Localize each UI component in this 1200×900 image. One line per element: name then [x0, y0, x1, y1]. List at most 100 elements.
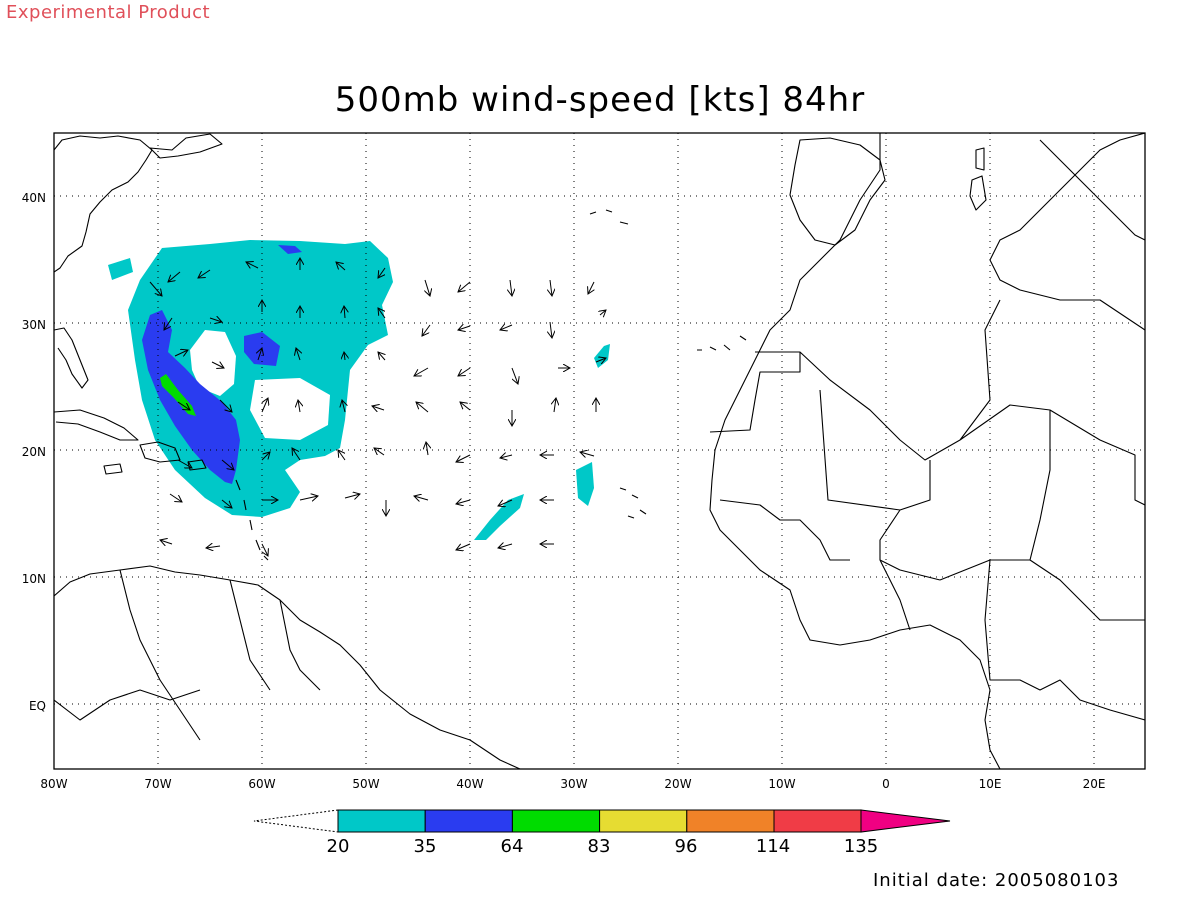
wind-vector-arrow	[246, 262, 259, 268]
wind-vector-arrow	[510, 279, 512, 296]
wind-vector-arrow	[342, 400, 345, 413]
wind-vector-arrow	[374, 448, 385, 456]
blue-35kt-small-north	[278, 245, 302, 254]
cuba-coast	[54, 409, 139, 441]
hispaniola-coast	[139, 441, 181, 463]
colorbar-right-arrow	[860, 809, 951, 833]
wind-vector-arrow	[425, 279, 430, 296]
colorbar-left-arrow	[253, 809, 339, 833]
nova-scotia-coast	[149, 133, 223, 159]
south-america-coast	[54, 565, 521, 769]
cape-verde-islands	[619, 487, 647, 519]
plot-frame	[53, 132, 1146, 770]
wind-vector-arrow	[209, 318, 222, 322]
axis-tick-labels: 80W 70W 60W 50W 40W 30W 20W 10W 0 10E 20…	[22, 191, 1106, 791]
wind-vector-arrow	[426, 442, 428, 456]
wind-speed-shading	[108, 240, 610, 540]
wind-vector-arrow	[221, 499, 232, 508]
wind-vector-arrow	[177, 459, 192, 468]
lon-tick-label: 70W	[144, 777, 171, 791]
wind-vector-arrow	[422, 324, 431, 336]
wind-vector-arrow	[550, 321, 552, 338]
wind-vector-arrow	[588, 281, 594, 294]
wind-vector-arrow	[414, 367, 429, 376]
wind-vector-arrow	[500, 325, 513, 330]
wind-vector-arrow	[177, 401, 190, 410]
gridlines	[54, 133, 1145, 769]
wind-vector-arrow	[378, 352, 385, 361]
colorbar-segment	[773, 809, 862, 833]
wind-vector-arrow	[261, 452, 270, 461]
wind-vector-arrow	[460, 402, 471, 411]
wind-vector-arrow	[550, 279, 552, 296]
lat-tick-label: 40N	[22, 191, 46, 205]
wind-vector-arrow	[338, 450, 346, 461]
colorbar-label: 20	[327, 836, 350, 857]
wind-vector-arrow	[580, 452, 595, 456]
wind-vector-arrow	[221, 459, 234, 470]
wind-vector-arrow	[458, 326, 471, 330]
wind-vector-arrow	[336, 262, 346, 271]
azores-islands	[589, 209, 629, 225]
iberia-coast	[789, 137, 886, 246]
lon-tick-label: 60W	[248, 777, 275, 791]
north-america-coast	[54, 135, 153, 273]
wind-vector-arrow	[168, 271, 181, 282]
lon-tick-label: 20W	[664, 777, 691, 791]
wind-vector-arrow	[378, 267, 386, 278]
wind-vector-arrow	[595, 358, 606, 362]
wind-vector-arrow	[149, 281, 162, 296]
wind-vector-arrow	[498, 499, 513, 506]
wind-vector-arrow	[296, 348, 300, 361]
wind-vector-arrow	[299, 496, 318, 500]
wind-vector-arrow	[554, 398, 556, 413]
experimental-product-label: Experimental Product	[6, 2, 211, 23]
wind-vector-arrow	[292, 448, 301, 461]
lat-tick-label: 30N	[22, 318, 46, 332]
wind-vector-arrow	[456, 543, 471, 550]
wind-vector-arrow	[416, 402, 429, 413]
lon-tick-label: 10W	[768, 777, 795, 791]
wind-vector-arrow	[498, 544, 513, 548]
lon-tick-label: 80W	[40, 777, 67, 791]
wind-vector-arrow	[344, 494, 360, 498]
wind-vector-arrow	[414, 496, 429, 500]
wind-vector-arrow	[262, 543, 268, 556]
initial-date-label: Initial date: 2005080103	[873, 870, 1120, 891]
colorbar-segment	[686, 809, 775, 833]
wind-vector-arrow	[511, 367, 518, 384]
wind-vector-arrow	[258, 348, 262, 361]
lesser-antilles	[235, 479, 269, 561]
wind-vector-arrow	[456, 454, 471, 462]
lon-tick-label: 50W	[352, 777, 379, 791]
wind-vector-arrow	[174, 350, 188, 356]
sardinia-coast	[969, 175, 987, 211]
colorbar-segment	[424, 809, 513, 833]
canary-islands	[697, 335, 747, 351]
colorbar-label: 35	[414, 836, 437, 857]
colorbar-segment	[511, 809, 601, 833]
chart-title: 500mb wind-speed [kts] 84hr	[334, 80, 866, 120]
wind-vector-arrow	[298, 400, 300, 413]
lat-tick-label: EQ	[29, 699, 46, 713]
colorbar-segment	[599, 809, 688, 833]
colorbar-label: 64	[501, 836, 524, 857]
wind-vector-arrow	[500, 455, 513, 458]
wind-vector-arrow	[600, 310, 606, 315]
italy-coast	[1039, 139, 1145, 241]
wind-vector-arrow	[211, 362, 224, 368]
wind-vector-arrow	[198, 269, 211, 278]
lat-tick-label: 10N	[22, 572, 46, 586]
south-america-interior-borders	[54, 569, 321, 741]
wind-vectors	[149, 258, 606, 556]
cyan-small-patch-west	[108, 258, 133, 280]
white-patch-central	[250, 378, 330, 440]
cyan-patch-15n-36w	[474, 494, 524, 540]
wind-vector-arrow	[206, 546, 221, 548]
lat-tick-label: 20N	[22, 445, 46, 459]
wind-vector-arrow	[372, 406, 385, 410]
lon-tick-label: 20E	[1083, 777, 1106, 791]
wind-vector-arrow	[456, 500, 471, 504]
africa-coast	[709, 133, 1145, 769]
